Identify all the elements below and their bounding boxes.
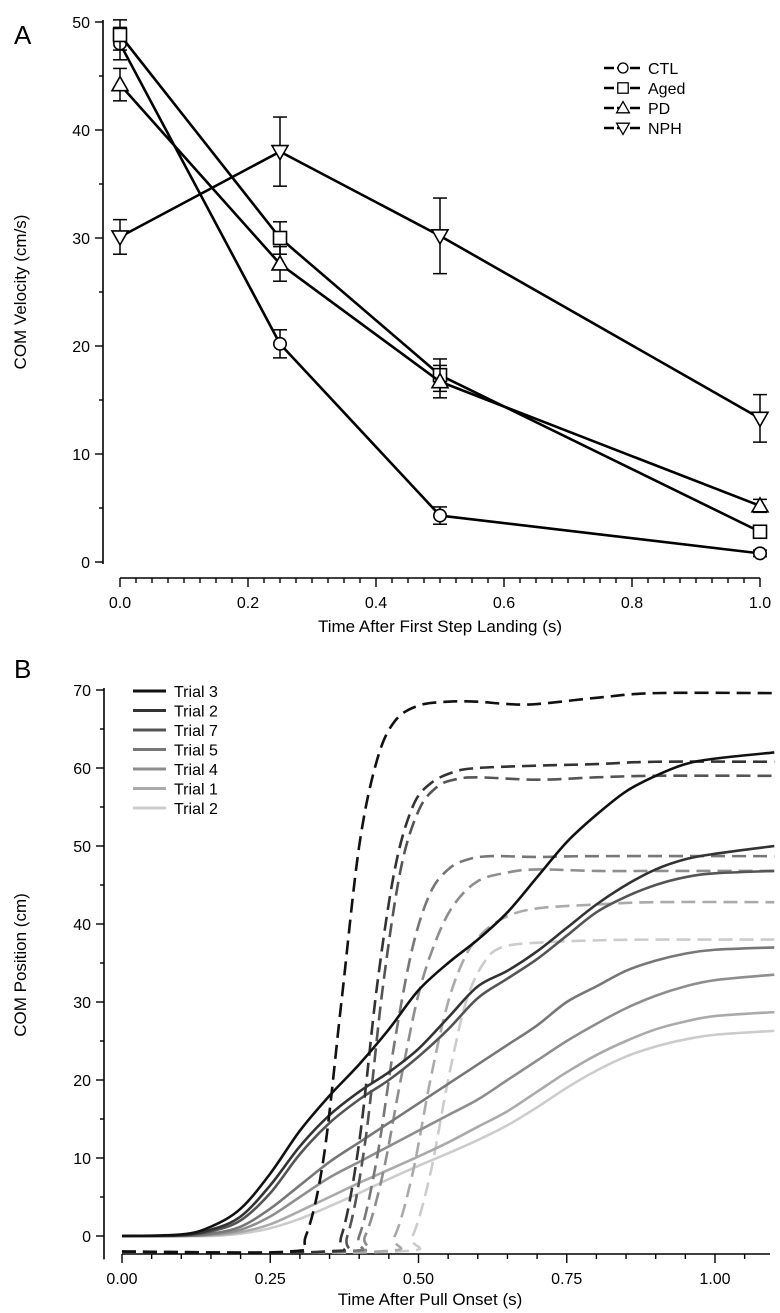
series-dashed-line xyxy=(121,691,775,1255)
x-tick-label: 0.0 xyxy=(109,595,131,612)
legend-label: Trial 2 xyxy=(174,801,218,818)
series-solid-line xyxy=(121,844,775,1238)
y-tick-label: 50 xyxy=(73,839,91,856)
legend-label: Trial 4 xyxy=(174,762,218,779)
y-tick-label: 50 xyxy=(72,15,90,32)
y-axis-title: COM Velocity (cm/s) xyxy=(11,215,30,370)
series-solid-line xyxy=(121,946,775,1238)
x-tick-label: 0.2 xyxy=(237,595,259,612)
data-point xyxy=(270,254,290,271)
y-tick-label: 20 xyxy=(72,339,90,356)
series-dashed-line xyxy=(121,900,775,1255)
data-point xyxy=(270,144,290,162)
x-tick-label: 0.4 xyxy=(365,595,387,612)
legend-marker xyxy=(617,82,629,94)
data-point xyxy=(750,411,770,428)
data-point xyxy=(110,230,130,247)
x-axis-title: Time After First Step Landing (s) xyxy=(318,617,562,636)
y-tick-label: 70 xyxy=(73,683,91,700)
legend-a: CTL Aged PD NPH xyxy=(604,61,685,138)
series-dashed-line xyxy=(121,868,775,1255)
data-point xyxy=(752,524,768,540)
legend-label: NPH xyxy=(648,121,682,138)
data-point xyxy=(750,496,770,513)
y-tick-label: 60 xyxy=(73,761,91,778)
series-dashed-line xyxy=(121,760,775,1255)
series-line xyxy=(119,83,761,508)
series-solid-line xyxy=(121,973,775,1238)
legend-label: Trial 2 xyxy=(174,704,218,721)
legend-label: Aged xyxy=(648,81,685,98)
panel-b-letter: B xyxy=(14,654,31,684)
legend-marker xyxy=(615,122,631,136)
legend-label: Trial 1 xyxy=(174,782,218,799)
x-tick-label: 0.75 xyxy=(551,1271,582,1288)
data-point xyxy=(430,372,450,389)
legend-label: Trial 3 xyxy=(174,684,218,701)
data-point xyxy=(432,508,447,523)
x-tick-label: 0.50 xyxy=(403,1271,434,1288)
series-trial xyxy=(121,938,775,1255)
legend-marker xyxy=(615,100,631,114)
legend-label: PD xyxy=(648,101,670,118)
y-tick-label: 10 xyxy=(72,447,90,464)
data-point xyxy=(752,546,767,561)
series-trial xyxy=(121,691,775,1255)
x-tick-label: 1.0 xyxy=(749,595,771,612)
x-tick-label: 1.00 xyxy=(699,1271,730,1288)
y-tick-label: 40 xyxy=(73,917,91,934)
data-point xyxy=(272,230,288,246)
data-point xyxy=(272,336,287,351)
panel-a-letter: A xyxy=(14,20,32,50)
y-tick-label: 0 xyxy=(81,555,90,572)
series-trial xyxy=(121,868,775,1255)
series-solid-line xyxy=(121,751,775,1238)
legend-label: Trial 5 xyxy=(174,743,218,760)
series-solid-line xyxy=(121,1010,775,1238)
legend-label: Trial 7 xyxy=(174,723,218,740)
x-tick-label: 0.6 xyxy=(493,595,515,612)
x-axis-title: Time After Pull Onset (s) xyxy=(338,1290,523,1309)
y-tick-label: 30 xyxy=(72,231,90,248)
y-tick-label: 20 xyxy=(73,1073,91,1090)
data-point xyxy=(430,229,450,246)
series-solid-line xyxy=(122,1029,775,1238)
series-dashed-line xyxy=(121,774,775,1255)
y-tick-label: 40 xyxy=(72,123,90,140)
y-tick-label: 0 xyxy=(82,1229,91,1246)
series-dashed-line xyxy=(121,938,775,1255)
series-trial xyxy=(121,774,775,1255)
y-tick-label: 30 xyxy=(73,995,91,1012)
series-dashed-line xyxy=(121,854,775,1255)
data-point xyxy=(112,27,128,43)
x-tick-label: 0.8 xyxy=(621,595,643,612)
series-line xyxy=(118,34,761,533)
x-tick-label: 0.25 xyxy=(255,1271,286,1288)
y-axis-title: COM Position (cm) xyxy=(11,893,30,1037)
legend-b: Trial 3 Trial 2 Trial 7 Trial 5 Trial 4 Trial… xyxy=(133,684,218,818)
series-solid-line xyxy=(121,869,775,1238)
legend-marker xyxy=(617,62,629,74)
legend-label: CTL xyxy=(648,61,678,78)
y-tick-label: 10 xyxy=(73,1151,91,1168)
panel-b: B 0 10 20 30 40 50 60 70 0.00 0.25 0.50 0.75 1.00 Time… xyxy=(11,654,775,1309)
series-nph xyxy=(110,116,770,443)
x-tick-label: 0.00 xyxy=(106,1271,137,1288)
series-trial xyxy=(121,854,775,1255)
series-trial xyxy=(121,900,775,1255)
series-pd xyxy=(110,67,770,514)
panel-a: A 0 10 20 30 40 50 0.0 0.2 0.4 0.6 0.8 1.0 Time After… xyxy=(11,15,771,636)
series-line xyxy=(119,150,761,420)
series-trial xyxy=(121,760,775,1255)
data-point xyxy=(110,75,130,92)
